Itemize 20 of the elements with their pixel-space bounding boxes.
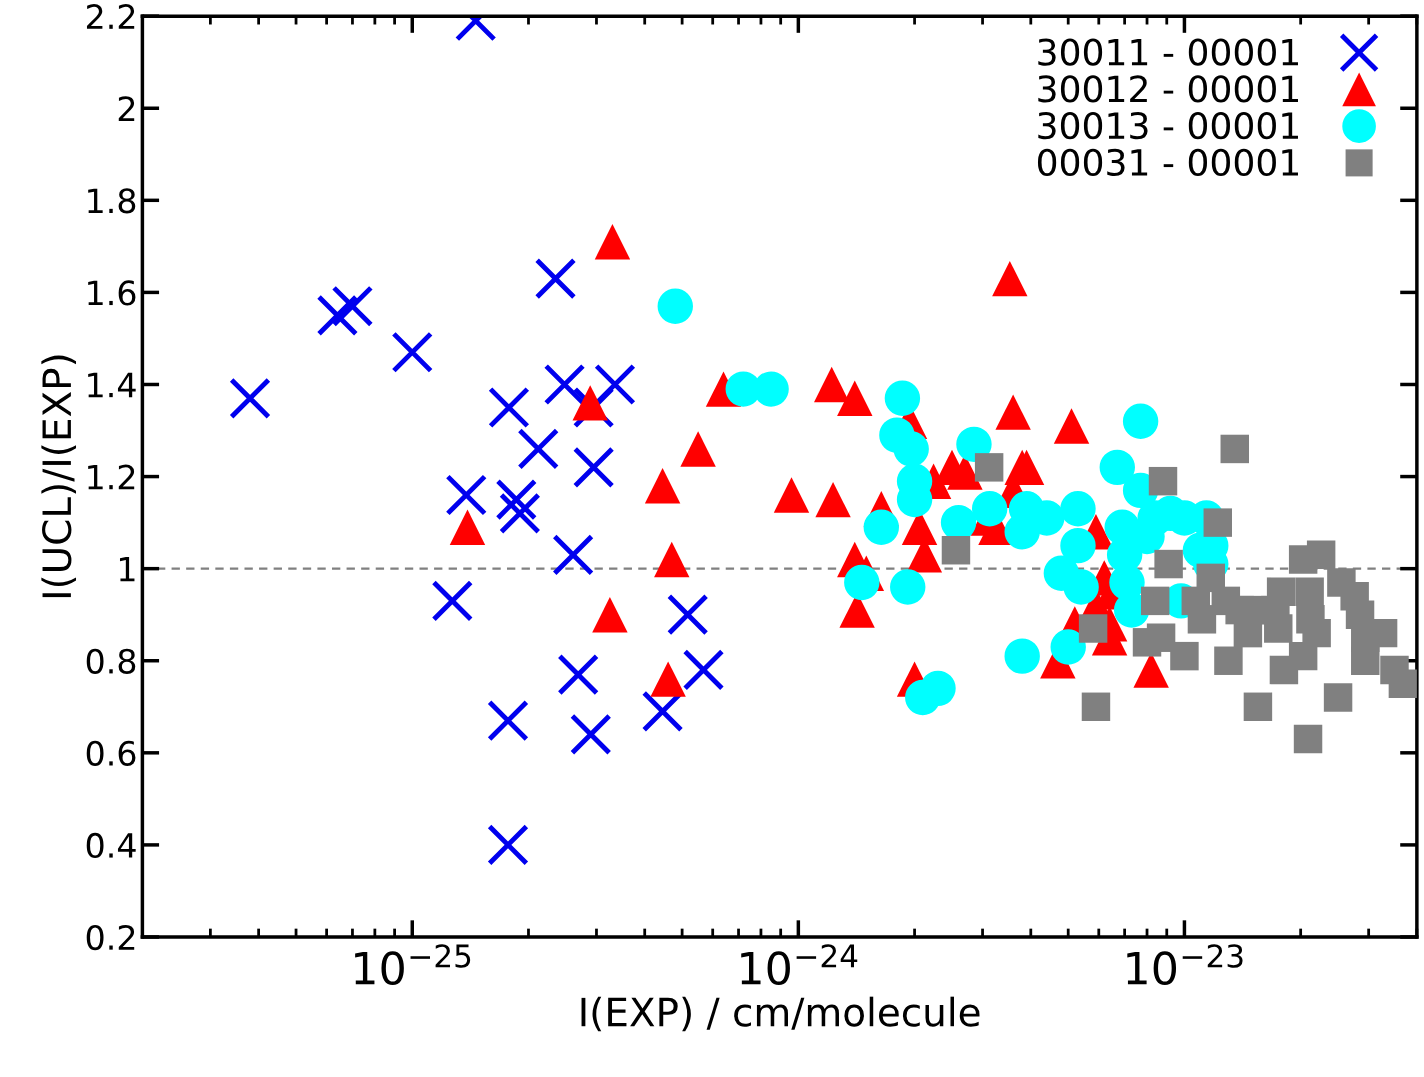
y-tick-label: 0.2 <box>86 924 135 951</box>
legend-label: 00031 - 00001 <box>1037 148 1298 177</box>
y-tick-label: 1.4 <box>88 372 136 398</box>
y-tick-label: 1.6 <box>88 280 136 306</box>
y-tick-label: 0.4 <box>86 832 136 859</box>
y-axis-title: I(UCL)/I(EXP) <box>41 355 77 598</box>
legend-label: 30013 - 00001 <box>1038 111 1298 140</box>
y-tick-label: 0.6 <box>86 740 136 766</box>
y-tick-label: 2 <box>118 96 135 121</box>
legend-label: 30012 - 00001 <box>1038 75 1298 103</box>
y-tick-label: 2.2 <box>86 4 135 29</box>
x-tick-label: 10$^{−24}$ <box>741 944 858 985</box>
y-tick-label: 1.8 <box>88 188 136 214</box>
y-tick-label: 1 <box>119 557 135 582</box>
y-tick-label: 1.2 <box>88 464 135 490</box>
y-tick-label: 0.8 <box>86 648 136 674</box>
x-tick-label: 10$^{−23}$ <box>1127 944 1243 985</box>
x-axis-title: I(EXP) / cm/molecule <box>581 996 980 1032</box>
x-tick-label: 10$^{−25}$ <box>355 944 471 985</box>
legend-label: 30011 - 00001 <box>1038 38 1298 66</box>
